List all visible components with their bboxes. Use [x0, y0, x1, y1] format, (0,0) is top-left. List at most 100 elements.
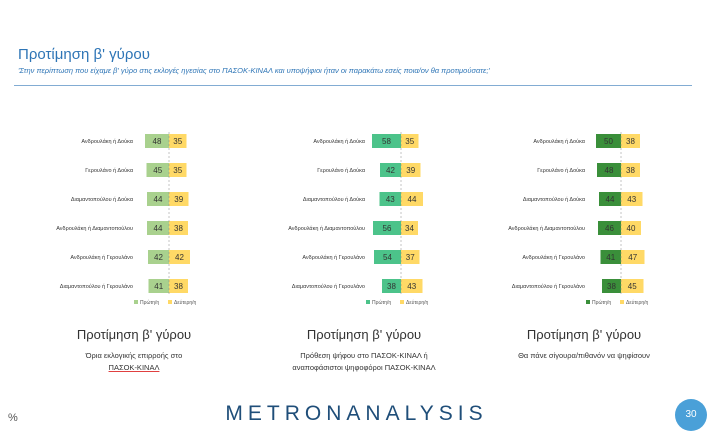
category-label: Διαμαντοπούλου ή Γερουλάνο [60, 283, 133, 290]
bar-second [169, 250, 190, 264]
page-title: Προτίμηση β' γύρου [18, 46, 150, 63]
bar-second [621, 221, 641, 235]
bar-second [401, 163, 421, 177]
category-label: Γερουλάνο ή Δούκα [537, 167, 586, 174]
bar-first [146, 163, 169, 177]
data-label-first: 48 [153, 137, 162, 146]
legend-swatch-second [168, 300, 172, 304]
bar-first [597, 163, 621, 177]
data-label-first: 44 [154, 224, 163, 233]
data-label-second: 35 [405, 137, 414, 146]
chart-panel-2: Ανδρουλάκη ή Δούκα 58 35 Γερουλάνο ή Δούκα 4… [250, 128, 470, 308]
data-label-first: 56 [383, 224, 392, 233]
percent-sign: % [8, 412, 18, 424]
panel-2-note-line2: αναποφάσιστοι ψηφοφόροι ΠΑΣΟΚ-ΚΙΝΑΛ [292, 363, 436, 372]
bar-second [621, 279, 644, 293]
bar-first [374, 250, 401, 264]
legend-swatch-first [366, 300, 370, 304]
data-label-second: 34 [405, 224, 414, 233]
brand-logo: METRONANALYSIS [225, 402, 488, 425]
bar-first [600, 250, 621, 264]
panel-1-note: Όρια εκλογικής επιρροής στο ΠΑΣΟΚ-ΚΙΝΑΛ [24, 350, 244, 374]
category-label: Ανδρουλάκη ή Διαμαντοπούλου [508, 225, 585, 232]
legend-swatch-second [400, 300, 404, 304]
data-label-second: 37 [406, 253, 415, 262]
data-label-first: 44 [606, 195, 615, 204]
bar-chart-2: Ανδρουλάκη ή Δούκα 58 35 Γερουλάνο ή Δούκα 4… [288, 132, 429, 306]
panel-2-note: Πρόθεση ψήφου στο ΠΑΣΟΚ-ΚΙΝΑΛ ή αναποφάσ… [254, 350, 474, 374]
legend-swatch-first [134, 300, 138, 304]
legend-label-first: Πρώτη/η [592, 299, 611, 306]
bar-second [401, 134, 419, 148]
category-label: Διαμαντοπούλου ή Γερουλάνο [512, 283, 585, 290]
bar-chart-3: Ανδρουλάκη ή Δούκα 50 38 Γερουλάνο ή Δούκα 4… [508, 132, 649, 306]
bar-first [596, 134, 621, 148]
panel-2-caption: Προτίμηση β' γύρου [306, 327, 422, 342]
panel-2-note-line1: Πρόθεση ψήφου στο ΠΑΣΟΚ-ΚΙΝΑΛ ή [300, 351, 428, 360]
bar-first [373, 221, 401, 235]
legend-label-second: Δεύτερη/η [406, 299, 429, 306]
legend-swatch-first [586, 300, 590, 304]
bar-second [621, 134, 640, 148]
panel-3-note-line1: Θα πάνε σίγουρα/πιθανόν να ψηφίσουν [518, 351, 650, 360]
bar-first [599, 192, 621, 206]
category-label: Διαμαντοπούλου ή Δούκα [303, 196, 366, 203]
bar-first [372, 134, 401, 148]
bar-first [147, 192, 169, 206]
data-label-first: 58 [382, 137, 391, 146]
legend-label-second: Δεύτερη/η [626, 299, 649, 306]
bar-first [145, 134, 169, 148]
bar-first [380, 163, 401, 177]
data-label-first: 50 [604, 137, 613, 146]
bar-second [401, 279, 423, 293]
data-label-second: 45 [628, 282, 637, 291]
category-label: Ανδρουλάκη ή Γερουλάνο [302, 254, 365, 261]
data-label-first: 54 [383, 253, 392, 262]
legend-label-first: Πρώτη/η [140, 299, 159, 306]
data-label-second: 35 [173, 137, 182, 146]
panel-1-note-line2: ΠΑΣΟΚ-ΚΙΝΑΛ [108, 363, 160, 372]
data-label-second: 38 [626, 166, 635, 175]
bar-first [598, 221, 621, 235]
bar-second [169, 279, 188, 293]
data-label-second: 35 [173, 166, 182, 175]
category-label: Γερουλάνο ή Δούκα [85, 167, 134, 174]
bar-first [148, 279, 169, 293]
data-label-second: 39 [174, 195, 183, 204]
legend-label-first: Πρώτη/η [372, 299, 391, 306]
data-label-first: 41 [154, 282, 163, 291]
bar-second [169, 134, 187, 148]
data-label-second: 40 [627, 224, 636, 233]
bar-chart-1: Ανδρουλάκη ή Δούκα 48 35 Γερουλάνο ή Δούκα 4… [56, 132, 197, 306]
data-label-second: 38 [626, 137, 635, 146]
category-label: Ανδρουλάκη ή Δούκα [533, 138, 585, 145]
data-label-second: 39 [406, 166, 415, 175]
bar-second [621, 163, 640, 177]
data-label-second: 43 [407, 282, 416, 291]
title-divider [14, 85, 692, 86]
panel-1-note-line1: Όρια εκλογικής επιρροής στο [85, 351, 183, 360]
data-label-second: 43 [627, 195, 636, 204]
data-label-second: 44 [408, 195, 417, 204]
data-label-first: 42 [154, 253, 163, 262]
legend-swatch-second [620, 300, 624, 304]
bar-second [169, 221, 188, 235]
data-label-first: 46 [605, 224, 614, 233]
chart-panel-1: Ανδρουλάκη ή Δούκα 48 35 Γερουλάνο ή Δούκα 4… [18, 128, 238, 308]
data-label-second: 42 [175, 253, 184, 262]
bar-second [401, 192, 423, 206]
data-label-second: 38 [174, 282, 183, 291]
data-label-first: 41 [606, 253, 615, 262]
bar-first [602, 279, 621, 293]
bar-first [148, 250, 169, 264]
category-label: Ανδρουλάκη ή Δούκα [313, 138, 365, 145]
bar-first [379, 192, 401, 206]
data-label-first: 38 [607, 282, 616, 291]
legend-label-second: Δεύτερη/η [174, 299, 197, 306]
data-label-first: 43 [386, 195, 395, 204]
panel-1-caption: Προτίμηση β' γύρου [76, 327, 192, 342]
data-label-first: 38 [387, 282, 396, 291]
bar-second [621, 192, 643, 206]
data-label-first: 45 [153, 166, 162, 175]
bar-second [169, 163, 187, 177]
